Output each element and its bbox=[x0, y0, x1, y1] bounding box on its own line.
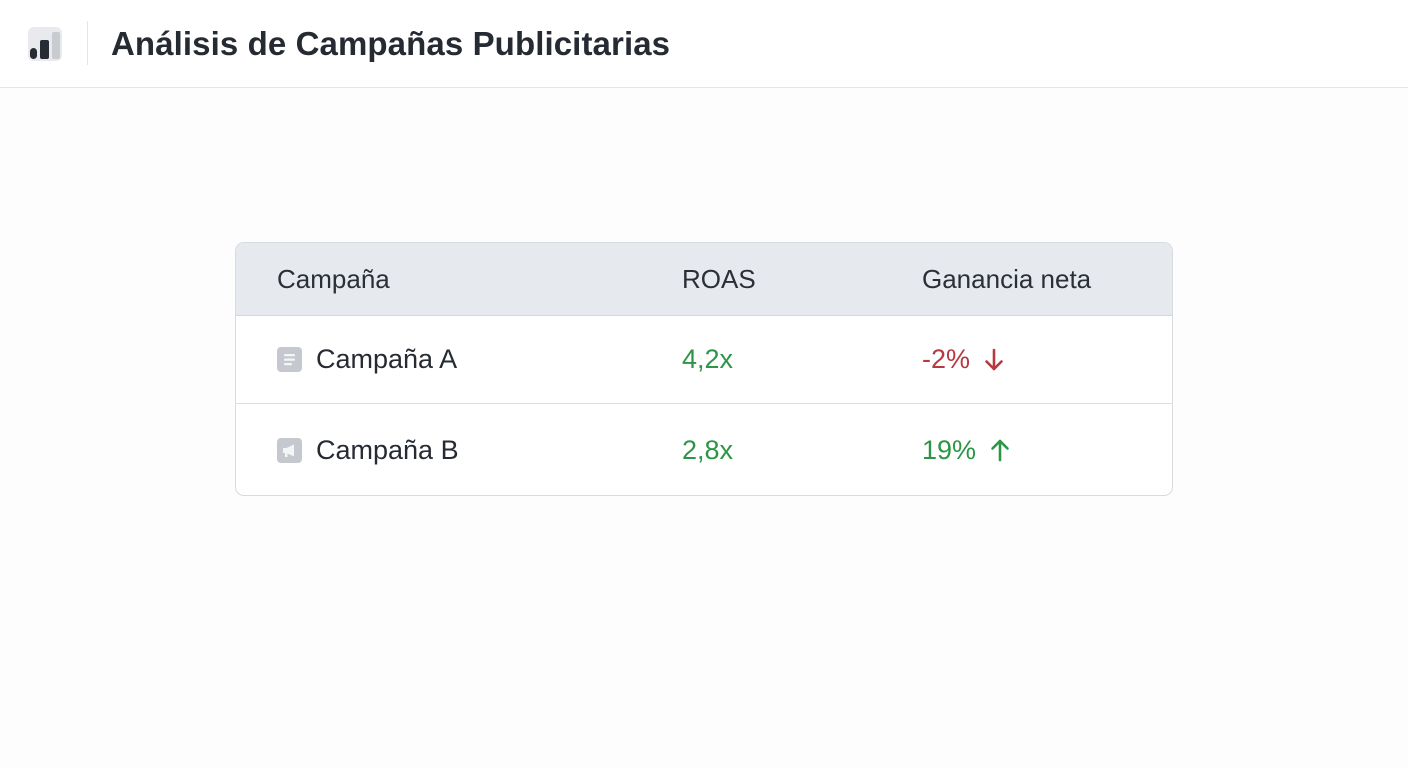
table-row[interactable]: Campaña B 2,8x 19% bbox=[236, 404, 1172, 495]
header-divider bbox=[87, 21, 88, 65]
page-title: Análisis de Campañas Publicitarias bbox=[111, 25, 671, 62]
campaign-name: Campaña A bbox=[316, 344, 458, 374]
net-gain-cell: 19% bbox=[922, 404, 1010, 495]
table-header: Campaña ROAS Ganancia neta bbox=[236, 243, 1172, 316]
app-header: Análisis de Campañas Publicitarias bbox=[0, 0, 1408, 88]
roas-value: 2,8x bbox=[682, 434, 734, 465]
column-header-campaign[interactable]: Campaña bbox=[277, 264, 390, 294]
column-header-net-gain[interactable]: Ganancia neta bbox=[922, 264, 1092, 294]
table-row[interactable]: Campaña A 4,2x -2% bbox=[236, 316, 1172, 404]
net-gain-cell: -2% bbox=[922, 316, 1004, 403]
campaign-name: Campaña B bbox=[316, 434, 459, 465]
campaign-table: Campaña ROAS Ganancia neta Campaña A 4,2… bbox=[235, 242, 1173, 496]
campaign-name-cell: Campaña B bbox=[277, 404, 459, 495]
arrow-up-icon bbox=[990, 438, 1010, 462]
arrow-down-icon bbox=[984, 348, 1004, 372]
megaphone-icon bbox=[277, 437, 302, 463]
bar-chart-icon bbox=[28, 27, 62, 61]
campaign-name-cell: Campaña A bbox=[277, 316, 457, 403]
column-header-roas[interactable]: ROAS bbox=[682, 264, 756, 294]
roas-value: 4,2x bbox=[682, 344, 734, 374]
net-gain-value: 19% bbox=[922, 434, 977, 465]
net-gain-value: -2% bbox=[922, 344, 971, 374]
document-icon bbox=[277, 347, 302, 372]
